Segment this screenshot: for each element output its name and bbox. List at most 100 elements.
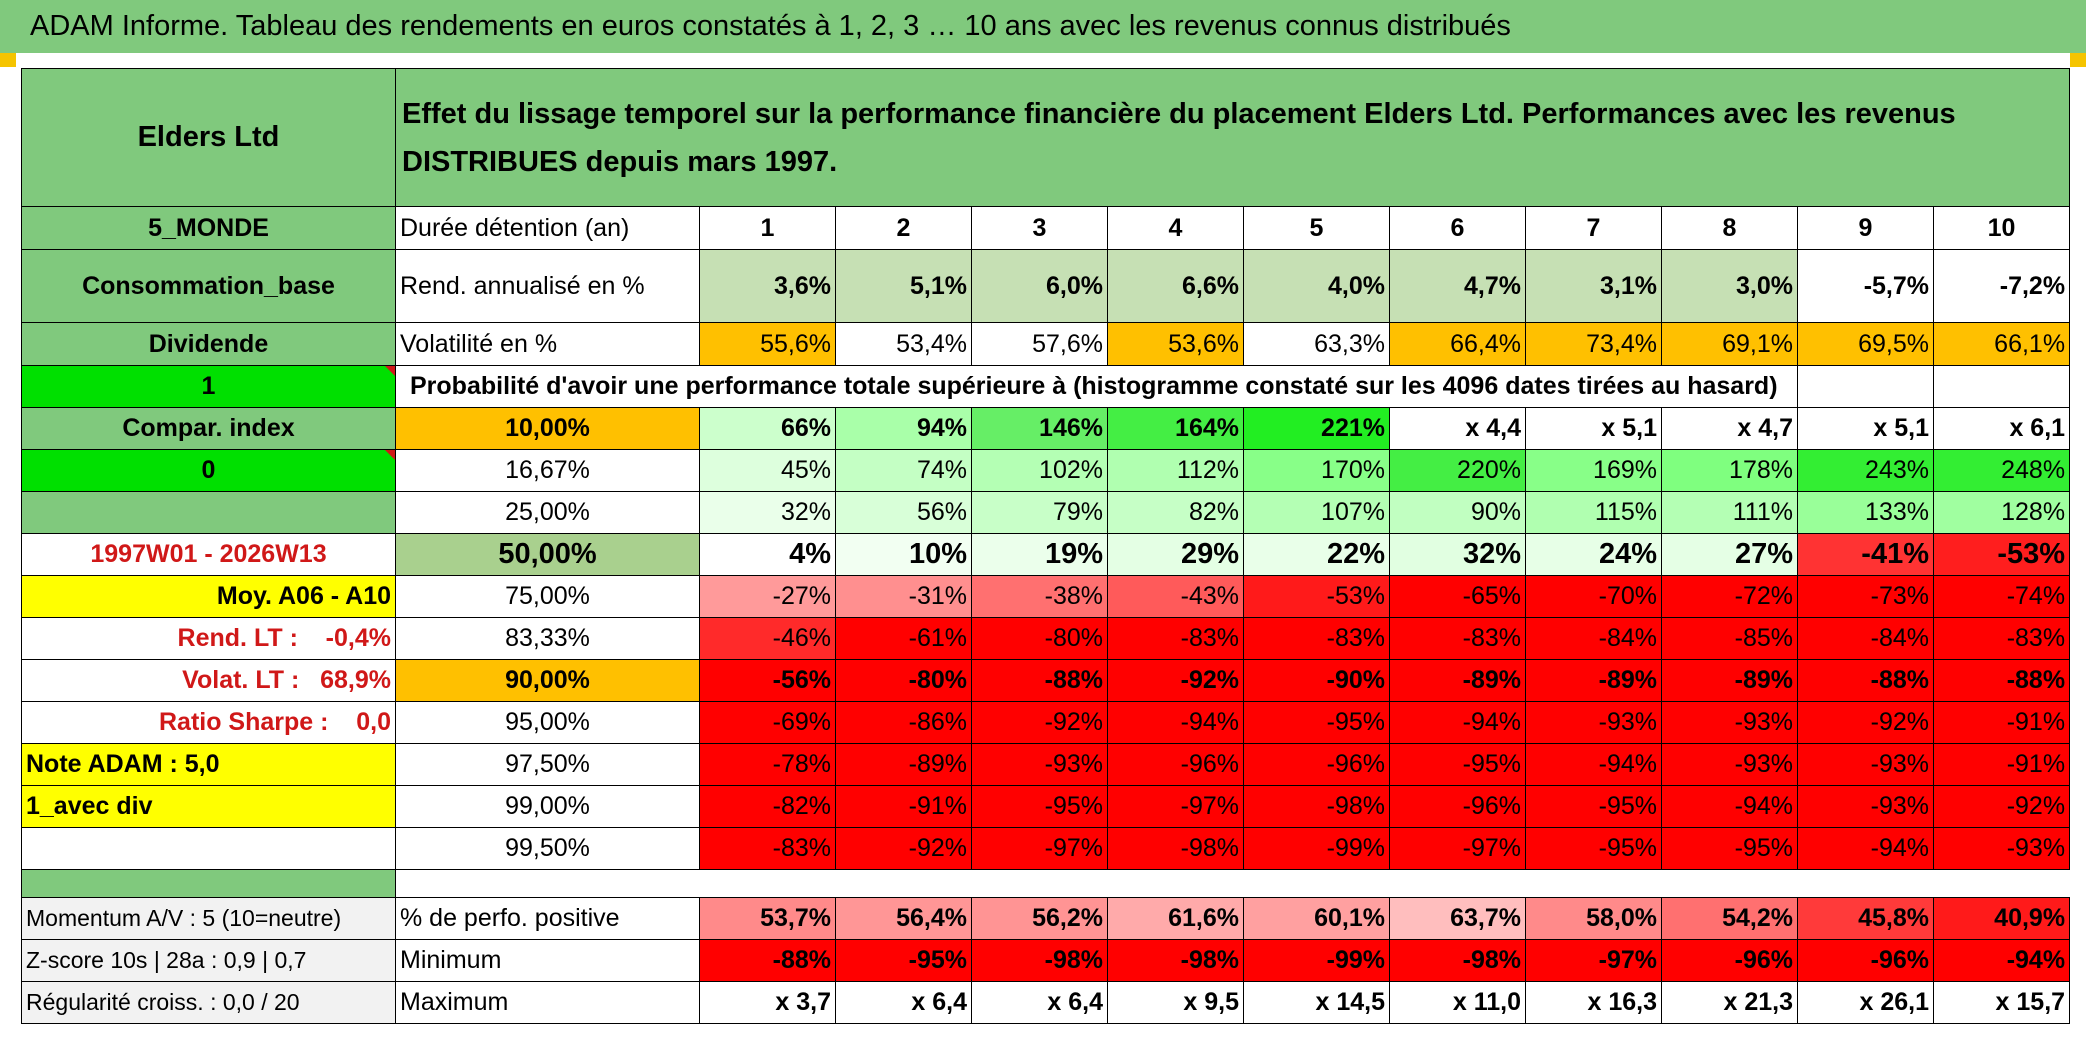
vol-label: Volatilité en %	[395, 322, 700, 366]
probability-cell: -72%	[1661, 575, 1798, 618]
region-label: 5_MONDE	[21, 206, 396, 250]
momentum-label: Momentum A/V : 5 (10=neutre)	[21, 897, 396, 940]
probability-cell: 22%	[1243, 533, 1390, 576]
regularity-label: Régularité croiss. : 0,0 / 20	[21, 981, 396, 1024]
probability-cell: -92%	[1107, 659, 1244, 702]
corner-marker	[0, 53, 16, 67]
probability-cell: 169%	[1525, 449, 1662, 492]
probability-threshold: 50,00%	[395, 533, 700, 576]
probability-cell: 115%	[1525, 491, 1662, 534]
min-cell: -88%	[699, 939, 836, 982]
probability-cell: -84%	[1525, 617, 1662, 660]
probability-cell: -53%	[1932, 533, 2071, 576]
probability-cell: -78%	[699, 743, 836, 786]
probability-cell: -95%	[1389, 743, 1526, 786]
probability-cell: -94%	[1389, 701, 1526, 744]
probability-cell: -85%	[1661, 617, 1798, 660]
probability-cell: -41%	[1797, 533, 1934, 576]
probability-cell: -83%	[1932, 617, 2071, 660]
probability-cell: x 5,1	[1525, 407, 1662, 450]
probability-cell: 133%	[1797, 491, 1934, 534]
probability-cell: -99%	[1243, 827, 1390, 870]
probability-cell: 56%	[835, 491, 972, 534]
max-cell: x 21,3	[1661, 981, 1798, 1024]
empty-cell	[1797, 365, 1934, 408]
probability-cell: 248%	[1932, 449, 2071, 492]
rend-cell: 3,6%	[699, 249, 836, 323]
rend-label: Rend. annualisé en %	[395, 249, 700, 323]
probability-cell: -69%	[699, 701, 836, 744]
probability-cell: 24%	[1525, 533, 1662, 576]
probability-cell: -95%	[971, 785, 1108, 828]
rend-cell: -7,2%	[1932, 249, 2071, 323]
positive-cell: 54,2%	[1661, 897, 1798, 940]
vol-cell: 69,5%	[1797, 322, 1934, 366]
probability-cell: -92%	[1797, 701, 1934, 744]
probability-cell: -80%	[835, 659, 972, 702]
probability-cell: 32%	[1389, 533, 1526, 576]
max-cell: x 6,4	[971, 981, 1108, 1024]
probability-cell: -95%	[1243, 701, 1390, 744]
probability-cell: -88%	[1797, 659, 1934, 702]
positive-cell: 60,1%	[1243, 897, 1390, 940]
year-header: 8	[1661, 206, 1798, 250]
probability-cell: -93%	[971, 743, 1108, 786]
probability-header: Probabilité d'avoir une performance tota…	[395, 365, 1798, 408]
probability-cell: -98%	[1107, 827, 1244, 870]
sharpe-ratio: Ratio Sharpe : 0,0	[21, 701, 396, 744]
rend-cell: 3,1%	[1525, 249, 1662, 323]
max-cell: x 26,1	[1797, 981, 1934, 1024]
probability-cell: -83%	[1243, 617, 1390, 660]
positive-cell: 58,0%	[1525, 897, 1662, 940]
spacer	[396, 870, 2070, 898]
probability-cell: -95%	[1525, 827, 1662, 870]
selector-cell-0[interactable]: 0	[21, 449, 396, 492]
positive-cell: 63,7%	[1389, 897, 1526, 940]
probability-cell: -93%	[1525, 701, 1662, 744]
probability-cell: -61%	[835, 617, 972, 660]
min-label: Minimum	[395, 939, 700, 982]
probability-cell: 19%	[971, 533, 1108, 576]
vol-cell: 66,1%	[1932, 322, 2071, 366]
positive-cell: 45,8%	[1797, 897, 1934, 940]
probability-threshold: 25,00%	[395, 491, 700, 534]
probability-cell: -73%	[1797, 575, 1934, 618]
probability-cell: -46%	[699, 617, 836, 660]
probability-cell: -96%	[1107, 743, 1244, 786]
probability-cell: 220%	[1389, 449, 1526, 492]
probability-cell: 170%	[1243, 449, 1390, 492]
vol-cell: 57,6%	[971, 322, 1108, 366]
probability-cell: 112%	[1107, 449, 1244, 492]
rend-cell: 4,0%	[1243, 249, 1390, 323]
rend-cell: 3,0%	[1661, 249, 1798, 323]
max-cell: x 11,0	[1389, 981, 1526, 1024]
probability-cell: 90%	[1389, 491, 1526, 534]
probability-cell: -96%	[1243, 743, 1390, 786]
probability-cell: -92%	[971, 701, 1108, 744]
probability-cell: 221%	[1243, 407, 1390, 450]
probability-cell: -92%	[835, 827, 972, 870]
probability-cell: x 4,7	[1661, 407, 1798, 450]
probability-threshold: 83,33%	[395, 617, 700, 660]
year-header: 10	[1932, 206, 2071, 250]
zscore-label: Z-score 10s | 28a : 0,9 | 0,7	[21, 939, 396, 982]
probability-cell: 4%	[699, 533, 836, 576]
spacer-green	[21, 869, 396, 898]
year-header: 6	[1389, 206, 1526, 250]
min-cell: -96%	[1661, 939, 1798, 982]
report-title: ADAM Informe. Tableau des rendements en …	[0, 0, 2086, 53]
probability-threshold: 10,00%	[395, 407, 700, 450]
probability-cell: x 4,4	[1389, 407, 1526, 450]
positive-cell: 61,6%	[1107, 897, 1244, 940]
probability-cell: 66%	[699, 407, 836, 450]
corner-marker	[2070, 53, 2086, 67]
fund-description: Effet du lissage temporel sur la perform…	[394, 68, 2071, 207]
rend-cell: 5,1%	[835, 249, 972, 323]
volat-lt: Volat. LT : 68,9%	[21, 659, 396, 702]
selector-cell-1[interactable]: 1	[21, 365, 396, 408]
probability-cell: -80%	[971, 617, 1108, 660]
vol-cell: 69,1%	[1661, 322, 1798, 366]
probability-cell: -93%	[1797, 743, 1934, 786]
probability-cell: -96%	[1389, 785, 1526, 828]
probability-cell: -94%	[1661, 785, 1798, 828]
